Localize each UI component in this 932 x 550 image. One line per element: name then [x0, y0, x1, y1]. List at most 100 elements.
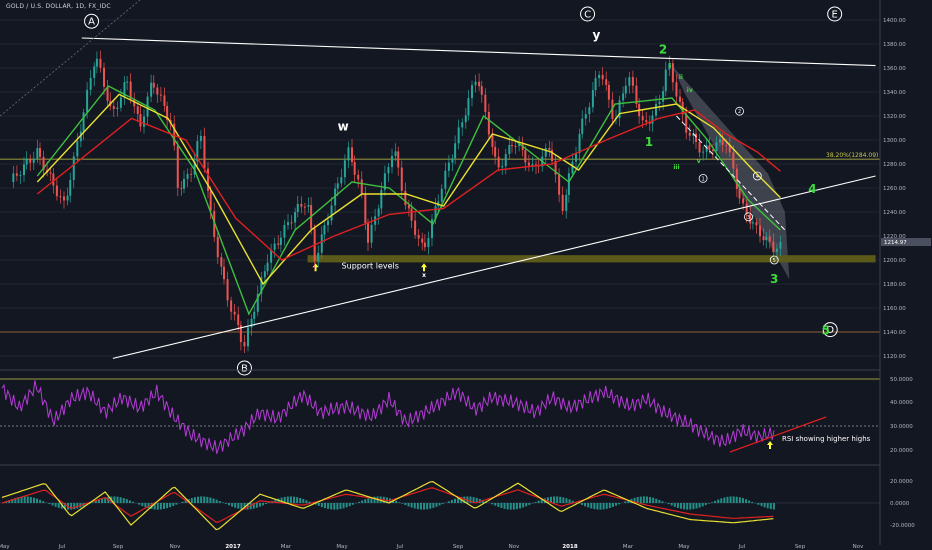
candle-body: [474, 81, 477, 86]
time-tick-label: Nov: [853, 544, 864, 550]
candle-body: [454, 143, 457, 159]
candle-body: [256, 293, 259, 312]
candle-body: [270, 249, 273, 263]
candle-body: [695, 133, 697, 142]
macd-histogram-bar: [364, 499, 367, 503]
macd-histogram-bar: [596, 503, 599, 510]
macd-histogram-bar: [234, 503, 237, 508]
small-wave-label: 2: [738, 109, 741, 115]
candle-body: [444, 170, 447, 189]
candle-body: [622, 93, 625, 101]
macd-histogram-bar: [42, 501, 45, 503]
macd-histogram-bar: [323, 503, 326, 509]
yellow-arrow-icon: [767, 441, 773, 449]
wave-label: B: [241, 364, 248, 375]
candle-body: [383, 173, 386, 190]
macd-histogram-bar: [729, 496, 732, 503]
macd-histogram-bar: [113, 496, 116, 503]
candle-body: [32, 158, 35, 163]
macd-histogram-bar: [426, 503, 429, 510]
macd-histogram-bar: [602, 503, 605, 510]
macd-histogram-bar: [494, 503, 497, 506]
macd-histogram-bar: [345, 503, 348, 508]
candle-body: [150, 82, 153, 97]
candle-body: [514, 145, 517, 147]
macd-histogram-bar: [738, 497, 741, 503]
wave-circle: [236, 360, 252, 376]
macd-histogram-bar: [116, 496, 119, 503]
macd-histogram-bar: [528, 503, 531, 505]
candle-body: [410, 208, 413, 221]
candle-body: [25, 159, 28, 165]
moving-averages: [36, 85, 781, 316]
rsi-tick-label: 30.0000: [890, 424, 913, 430]
candle-body: [588, 107, 591, 115]
candle-body: [480, 86, 483, 95]
price-tick-label: 1300.00: [883, 138, 906, 144]
candle-body: [239, 325, 242, 343]
candle-body: [55, 185, 58, 197]
macd-histogram-bar: [615, 503, 618, 506]
macd-histogram-bar: [757, 503, 760, 505]
macd-histogram-bar: [698, 503, 701, 508]
time-tick-label: Sep: [113, 544, 124, 550]
macd-histogram-bar: [361, 500, 364, 503]
small-wave-circle: [698, 173, 708, 183]
macd-histogram-bar: [748, 500, 751, 503]
candle-body: [728, 145, 731, 153]
macd-histogram-bar: [286, 496, 289, 503]
price-tick-label: 1340.00: [883, 90, 906, 96]
macd-panel: [0, 464, 880, 531]
candle-body: [294, 212, 297, 223]
candle-body: [461, 122, 464, 128]
macd-histogram-bar: [423, 503, 426, 510]
macd-histogram-bar: [193, 497, 196, 503]
candle-body: [377, 208, 380, 217]
candle-body: [19, 175, 22, 177]
candle-body: [779, 242, 782, 249]
macd-histogram-bar: [701, 503, 704, 507]
macd-histogram-bar: [265, 503, 268, 504]
macd-histogram-bar: [410, 503, 413, 508]
candle-body: [226, 279, 229, 301]
macd-histogram-bar: [497, 503, 500, 507]
channel-polygon: [672, 65, 790, 280]
macd-histogram-bar: [60, 503, 63, 509]
candle-body: [52, 173, 55, 186]
candle-body: [662, 91, 665, 102]
yellow-arrow-icon: [421, 263, 427, 272]
macd-histogram-bar: [515, 503, 518, 510]
candle-body: [575, 153, 577, 162]
candle-body: [290, 222, 293, 224]
macd-histogram-bar: [580, 503, 583, 505]
macd-histogram-bar: [20, 496, 23, 503]
current-price-label: 1214.97: [884, 240, 907, 246]
candle-body: [565, 194, 568, 211]
wave-label: 5: [822, 323, 830, 337]
macd-histogram-bar: [506, 503, 509, 510]
macd-histogram-bar: [491, 503, 494, 505]
macd-histogram-bar: [472, 497, 475, 503]
macd-histogram-bar: [314, 503, 317, 505]
macd-histogram-bar: [283, 496, 286, 503]
candle-body: [303, 206, 306, 208]
candle-body: [702, 151, 705, 153]
candle-body: [735, 168, 738, 189]
macd-histogram-bar: [147, 503, 150, 509]
macd-histogram-bar: [571, 500, 574, 503]
macd-histogram-bar: [419, 503, 422, 510]
candle-body: [23, 164, 25, 176]
candle-body: [721, 139, 724, 145]
candle-body: [765, 236, 768, 241]
candle-body: [719, 139, 721, 143]
macd-histogram-bar: [76, 503, 79, 509]
macd-histogram-bar: [32, 497, 35, 503]
macd-histogram-bar: [128, 500, 131, 503]
candle-body: [367, 223, 369, 243]
macd-histogram-bar: [73, 503, 76, 510]
candle-body: [427, 238, 430, 248]
candle-body: [203, 135, 206, 169]
candle-body: [624, 85, 627, 94]
